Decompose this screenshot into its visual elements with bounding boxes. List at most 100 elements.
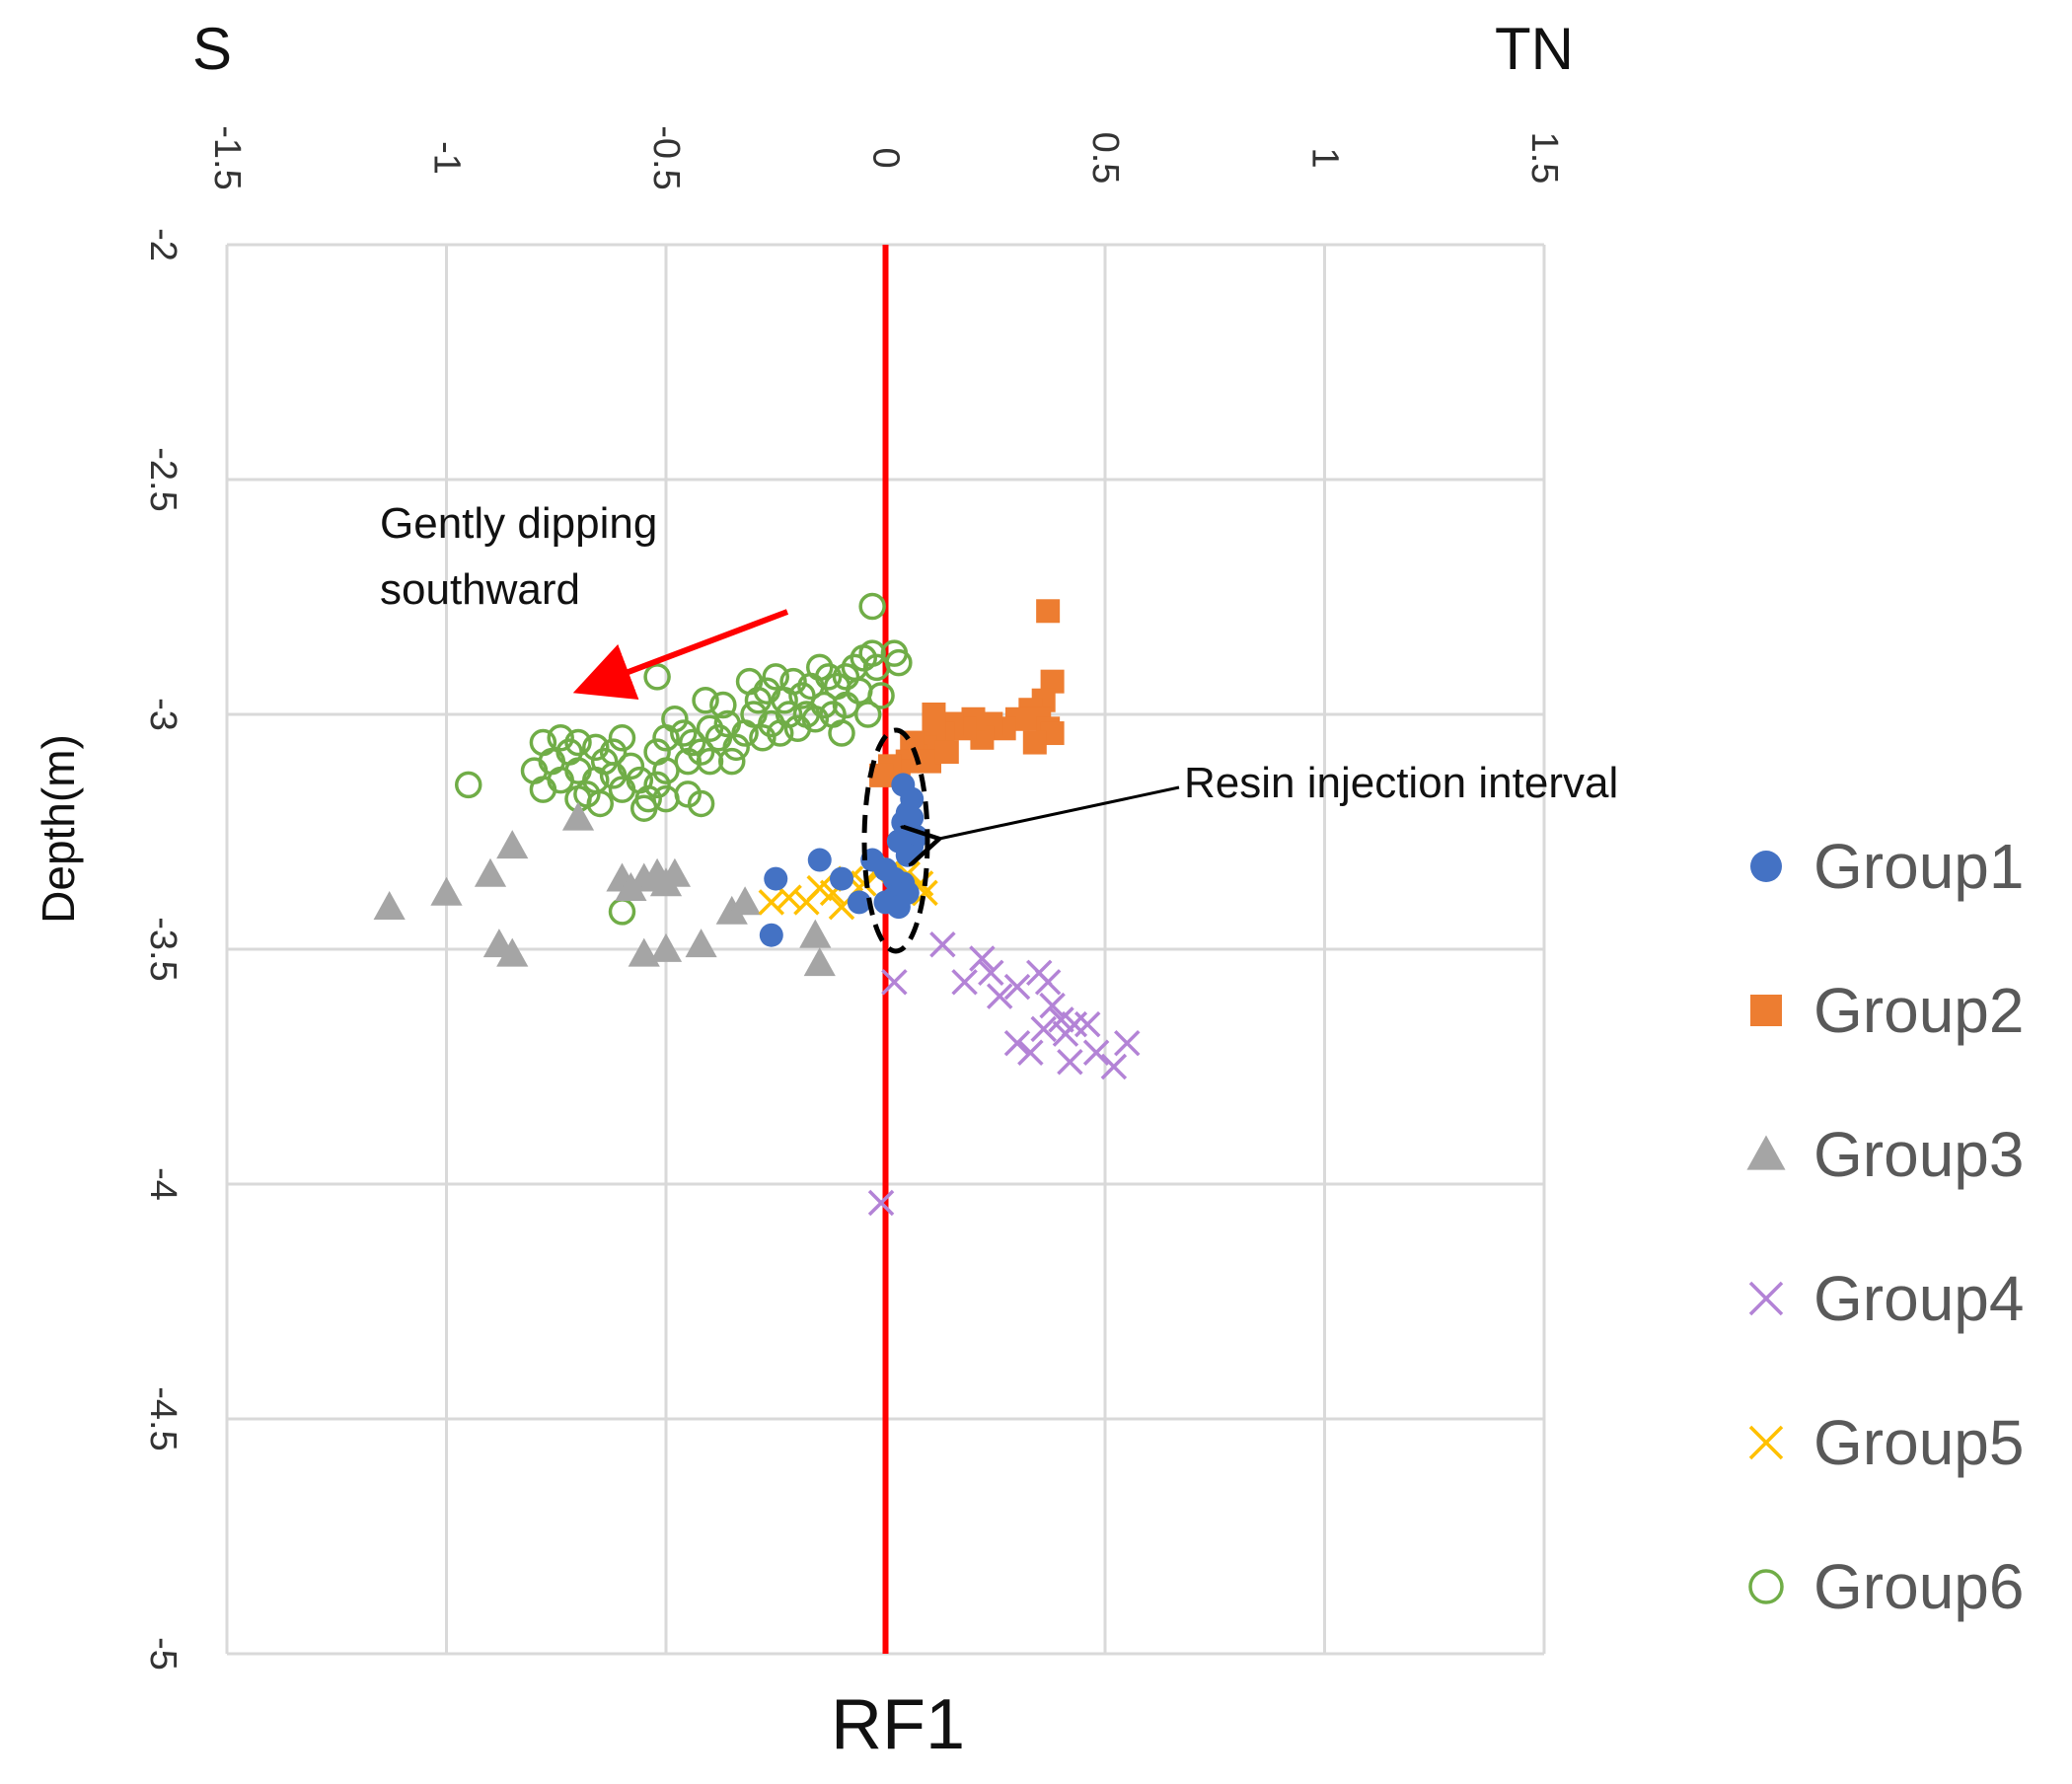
data-point-group6 (853, 701, 882, 728)
x-tick-label: -1.5 (206, 125, 248, 189)
legend-marker-group4 (1748, 1281, 1784, 1316)
data-point-group3 (628, 937, 660, 967)
south-label: S (192, 16, 232, 82)
data-point-group6 (788, 682, 816, 709)
legend-label-group4: Group4 (1813, 1263, 2024, 1334)
data-point-group6 (783, 714, 812, 743)
legend-marker-group1 (1750, 851, 1782, 882)
data-point-group6 (687, 789, 715, 818)
data-point-group6 (455, 771, 482, 799)
dip-annotation-line1: Gently dipping (380, 499, 657, 548)
legend-item-group3: Group3 (1746, 1119, 2024, 1190)
data-point-group1 (764, 866, 788, 891)
true-north-label: TN (1495, 16, 1574, 82)
data-point-group3 (496, 937, 529, 967)
data-point-group6 (692, 686, 719, 714)
series-group6 (455, 592, 913, 926)
data-point-group6 (828, 719, 855, 747)
data-point-group6 (749, 724, 777, 752)
data-point-group2 (934, 740, 959, 765)
data-point-group4 (1100, 1053, 1128, 1080)
data-point-group4 (881, 969, 908, 996)
y-tick-label: -4 (142, 1167, 184, 1201)
data-point-group1 (759, 923, 783, 947)
legend-label-group2: Group2 (1813, 975, 2024, 1046)
data-point-group6 (599, 738, 628, 766)
data-point-group4 (1039, 992, 1066, 1019)
legend-marker-group3 (1746, 1135, 1786, 1170)
y-tick-label: -3 (142, 698, 184, 731)
x-tick-label: 1 (1304, 147, 1346, 168)
y-tick-label: -2.5 (142, 447, 184, 511)
data-point-group5 (758, 889, 785, 916)
data-point-group6 (564, 728, 592, 757)
data-point-group6 (630, 794, 658, 822)
data-point-group6 (643, 663, 671, 691)
data-point-group4 (951, 969, 978, 996)
legend-item-group2: Group2 (1750, 975, 2024, 1046)
y-tick-labels: -2 -2.5 -3 -3.5 -4 -4.5 -5 (142, 228, 184, 1671)
data-point-group6 (643, 771, 671, 799)
data-point-group4 (929, 931, 956, 958)
dip-arrow (572, 609, 789, 701)
legend-label-group6: Group6 (1813, 1551, 2024, 1622)
data-point-group1 (847, 890, 871, 915)
data-point-group6 (704, 724, 733, 752)
series-group2 (869, 599, 1065, 787)
series-group3 (373, 801, 836, 977)
data-point-group1 (886, 829, 911, 854)
data-point-group6 (608, 724, 636, 752)
data-point-group4 (1003, 973, 1031, 1001)
y-tick-label: -3.5 (142, 917, 184, 981)
legend-marker-group5 (1748, 1425, 1784, 1460)
data-point-group6 (718, 747, 746, 776)
legend-item-group5: Group5 (1748, 1407, 2024, 1478)
resin-annotation: Resin injection interval (1184, 759, 1618, 807)
data-point-group4 (986, 983, 1013, 1009)
data-point-group4 (867, 1189, 895, 1217)
dip-annotation-line2: southward (380, 565, 580, 614)
data-point-group4 (1030, 1015, 1057, 1043)
data-point-group4 (1114, 1029, 1141, 1057)
data-point-group3 (658, 857, 691, 887)
data-point-group4 (1034, 969, 1062, 996)
data-point-group6 (846, 677, 873, 705)
data-point-group6 (850, 644, 877, 672)
x-tick-labels: -1.5 -1 -0.5 0 0.5 1 1.5 (206, 125, 1565, 189)
data-point-group2 (1036, 599, 1061, 624)
y-tick-label: -4.5 (142, 1386, 184, 1450)
data-point-group6 (735, 667, 764, 696)
data-point-group6 (792, 701, 821, 728)
data-point-group6 (696, 714, 724, 743)
data-point-group3 (430, 876, 463, 906)
data-point-group6 (520, 757, 549, 784)
legend-item-group6: Group6 (1748, 1551, 2024, 1622)
y-axis-title: Depth(m) (33, 734, 84, 924)
data-point-group6 (652, 757, 680, 784)
data-point-group6 (766, 719, 794, 747)
data-point-group3 (496, 830, 529, 859)
data-point-group1 (886, 895, 911, 920)
x-tick-label: -1 (426, 141, 468, 175)
x-tick-label: 0 (865, 147, 907, 168)
data-point-group6 (652, 724, 680, 752)
data-point-group6 (670, 719, 698, 747)
legend-label-group3: Group3 (1813, 1119, 2024, 1190)
legend-marker-group2 (1750, 995, 1782, 1026)
legend-label-group5: Group5 (1813, 1407, 2024, 1478)
data-point-group6 (858, 592, 886, 621)
data-point-group2 (1022, 730, 1047, 755)
series-group1 (759, 773, 928, 947)
data-point-group6 (867, 682, 895, 709)
data-point-group6 (608, 898, 636, 926)
data-point-group6 (713, 709, 742, 738)
data-point-group1 (900, 805, 925, 830)
data-point-group4 (1057, 1049, 1083, 1076)
data-point-group6 (678, 728, 706, 757)
resin-arrow (939, 785, 1180, 839)
legend: Group1 Group2 Group3 Group4 Group5 Group6 (1746, 831, 2024, 1622)
y-tick-label: -2 (142, 228, 184, 261)
data-point-group4 (1017, 1039, 1044, 1066)
data-point-group5 (776, 884, 802, 911)
legend-item-group1: Group1 (1750, 831, 2024, 902)
